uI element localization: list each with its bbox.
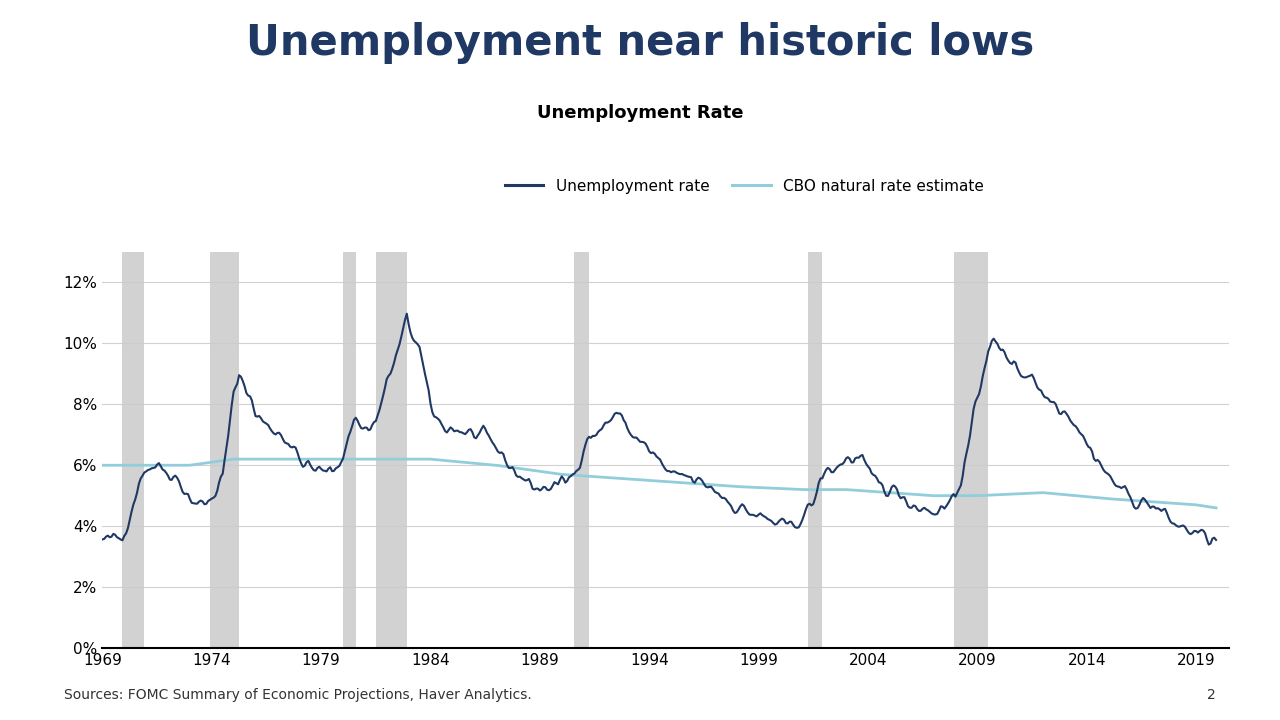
Legend: Unemployment rate, CBO natural rate estimate: Unemployment rate, CBO natural rate esti…	[499, 173, 989, 199]
Text: 2: 2	[1207, 688, 1216, 702]
Bar	[210, 252, 239, 648]
Text: Sources: FOMC Summary of Economic Projections, Haver Analytics.: Sources: FOMC Summary of Economic Projec…	[64, 688, 531, 702]
Text: Unemployment near historic lows: Unemployment near historic lows	[246, 22, 1034, 63]
Bar	[575, 252, 589, 648]
Bar	[376, 252, 407, 648]
Bar	[808, 252, 822, 648]
Bar	[123, 252, 145, 648]
Text: Unemployment Rate: Unemployment Rate	[536, 104, 744, 122]
Bar	[954, 252, 988, 648]
Bar	[343, 252, 356, 648]
